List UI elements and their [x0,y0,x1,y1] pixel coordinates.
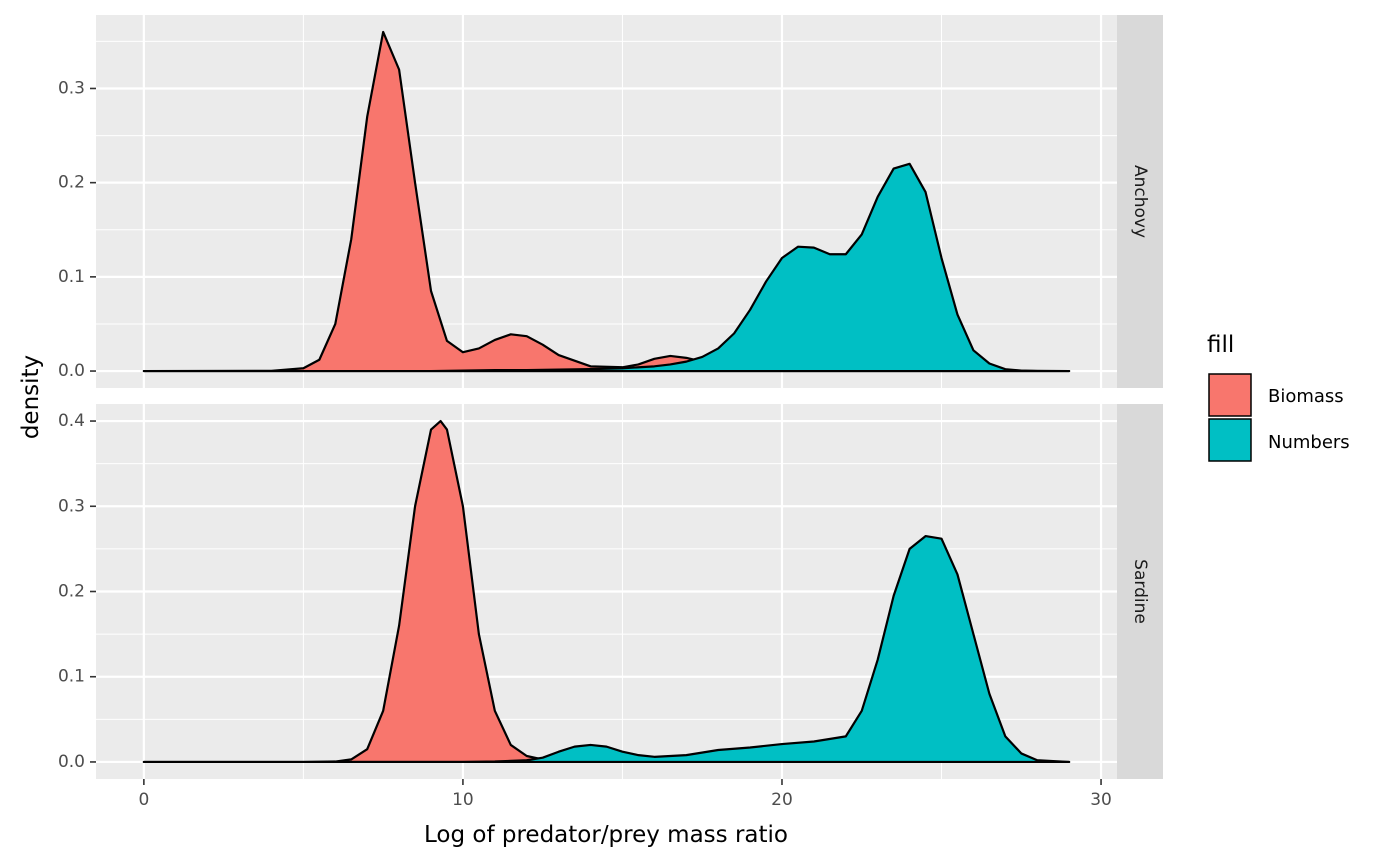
y-axis: 0.0 0.1 0.2 0.3 0.4 [58,411,96,772]
density-area-numbers [142,162,1071,373]
legend-key-numbers [1208,418,1252,462]
density-curves [142,30,1071,373]
legend-item-numbers: Numbers [1208,418,1350,462]
legend-title: fill [1207,332,1234,358]
legend-label-biomass: Biomass [1268,386,1344,407]
facet-panel-anchovy: 0.0 0.1 0.2 0.3 Anchovy [58,15,1163,388]
y-tick-label: 0.4 [58,411,85,431]
x-tick-label: 10 [452,790,474,810]
legend: fill Biomass Numbers [1207,332,1350,462]
strip-background [1117,404,1163,779]
legend-key-biomass [1208,373,1252,417]
strip-background [1117,15,1163,388]
legend-item-biomass: Biomass [1208,373,1344,417]
x-tick-label: 0 [138,790,149,810]
y-tick-label: 0.2 [58,582,85,602]
y-tick-label: 0.0 [58,361,85,381]
y-tick-label: 0.2 [58,173,85,193]
y-tick-label: 0.1 [58,267,85,287]
y-tick-label: 0.1 [58,667,85,687]
x-tick-label: 20 [771,790,793,810]
y-tick-label: 0.0 [58,752,85,772]
x-axis: 0 10 20 30 [138,779,1112,810]
facet-panel-sardine: 0.0 0.1 0.2 0.3 0.4 Sardine [58,404,1163,779]
x-axis-title: Log of predator/prey mass ratio [424,822,788,848]
density-curves [142,419,1071,764]
y-tick-label: 0.3 [58,496,85,516]
y-tick-label: 0.3 [58,78,85,98]
x-tick-label: 30 [1090,790,1112,810]
strip-label: Anchovy [1130,165,1150,238]
y-axis: 0.0 0.1 0.2 0.3 [58,78,96,381]
legend-label-numbers: Numbers [1268,432,1350,453]
strip-label: Sardine [1130,559,1150,624]
density-area-numbers [142,535,1071,764]
y-axis-title: density [18,355,44,439]
